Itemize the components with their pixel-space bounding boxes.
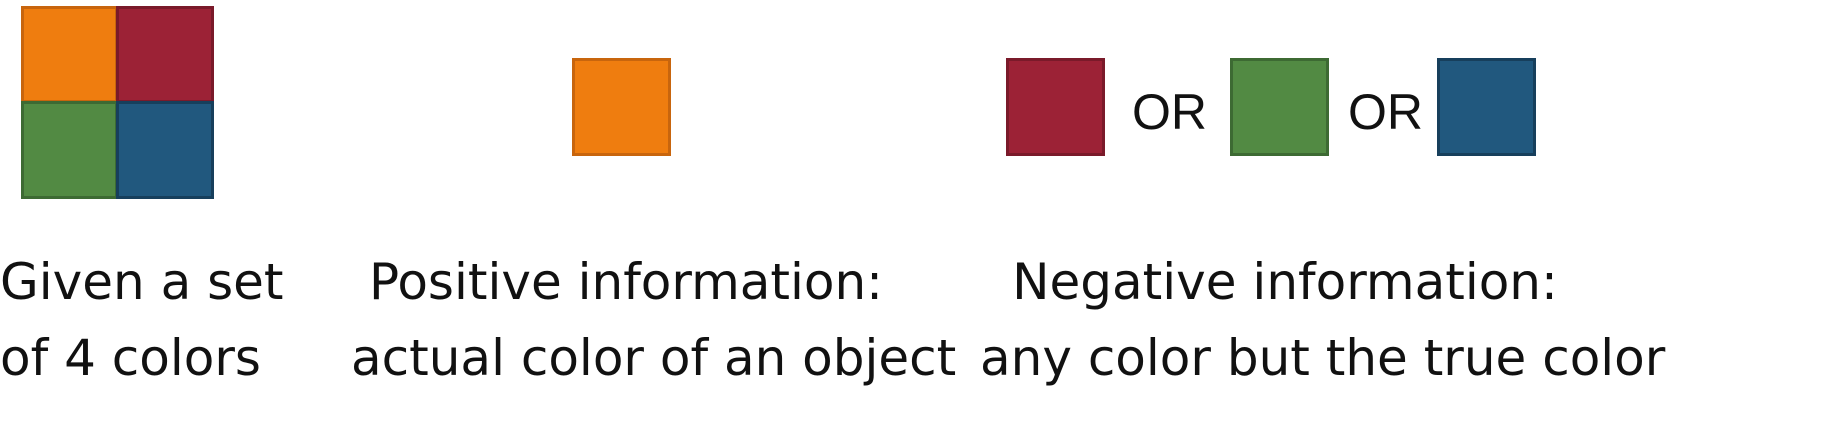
swatch-blue — [1437, 58, 1536, 156]
caption-line: Negative information: — [1012, 253, 1558, 311]
caption-given-set: Given a set of 4 colors — [0, 244, 284, 396]
swatch-red — [1006, 58, 1105, 156]
swatch-orange — [21, 6, 118, 103]
caption-negative-information: Negative information: any color but the … — [980, 244, 1666, 396]
or-separator: OR — [1132, 84, 1207, 140]
swatch-green — [1230, 58, 1329, 156]
or-separator: OR — [1348, 84, 1423, 140]
swatch-red — [116, 6, 214, 103]
caption-positive-information: Positive information: actual color of an… — [351, 244, 957, 396]
caption-line: actual color of an object — [351, 329, 957, 387]
caption-line: any color but the true color — [980, 329, 1666, 387]
caption-line: of 4 colors — [0, 329, 261, 387]
caption-line: Given a set — [0, 253, 284, 311]
swatch-blue — [116, 101, 214, 199]
swatch-orange — [572, 58, 671, 156]
caption-line: Positive information: — [368, 253, 884, 311]
swatch-green — [21, 101, 118, 199]
